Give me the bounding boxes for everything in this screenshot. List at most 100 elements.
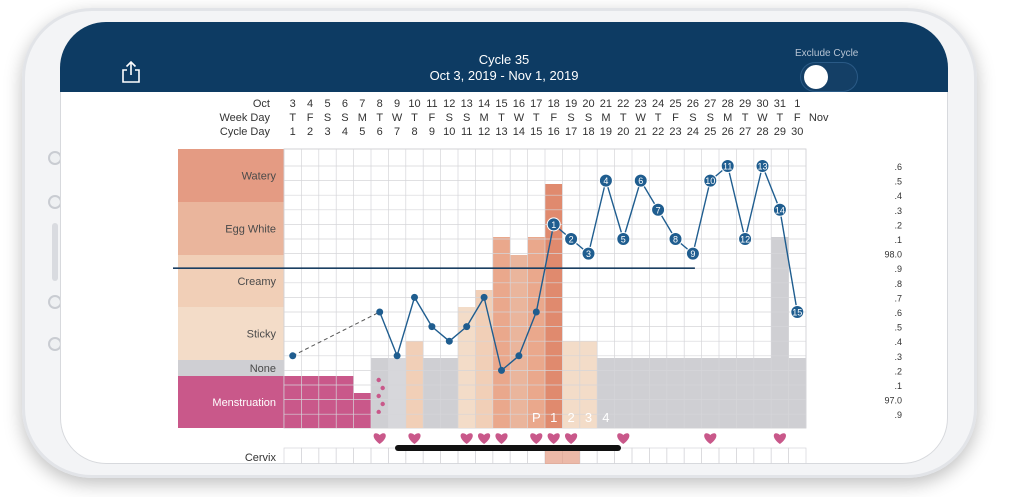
temperature-point-numbered	[772, 202, 787, 217]
temperature-point-numbered	[668, 232, 683, 246]
spotting-dot	[376, 409, 381, 415]
weekday-label: M	[358, 112, 367, 124]
weekday-label: T	[533, 112, 540, 124]
temperature-point-numbered	[546, 217, 561, 232]
peak-day-label: 2	[567, 410, 574, 425]
heart-icon	[495, 433, 508, 444]
temperature-point-numbered	[738, 232, 753, 246]
calendar-day-label: 9	[394, 98, 400, 110]
calendar-day-label: 30	[756, 98, 768, 110]
cycle-day-label: 27	[739, 126, 751, 138]
cervix-cell	[649, 447, 668, 464]
cervix-row-label: Cervix	[245, 452, 277, 464]
weekday-label: M	[723, 112, 732, 124]
temperature-line	[501, 355, 520, 371]
spotting-dot	[376, 393, 381, 399]
temperature-point-number: 5	[621, 235, 626, 245]
cervix-cell	[370, 447, 389, 464]
cervix-cell	[666, 447, 685, 464]
temperature-tick-label: .6	[894, 162, 902, 172]
heart-icon	[373, 433, 386, 444]
weekday-label: F	[307, 112, 314, 124]
temperature-line	[622, 180, 642, 240]
share-icon[interactable]	[120, 60, 142, 84]
mucus-category-label: Sticky	[247, 329, 277, 341]
temperature-tick-label: .1	[894, 381, 902, 391]
cycle-day-label: 13	[495, 126, 507, 138]
temperature-line	[396, 297, 416, 356]
mucus-band-sticky	[178, 307, 284, 360]
weekday-label: S	[341, 112, 348, 124]
cervix-cell	[753, 447, 772, 464]
heart-icon	[530, 433, 543, 444]
calendar-day-label: 14	[478, 98, 490, 110]
cycle-day-label: 21	[635, 126, 647, 138]
temperature-point	[289, 352, 297, 360]
mucus-category-label: Menstruation	[212, 397, 276, 409]
temperature-tick-label: .2	[894, 220, 902, 230]
temperature-point-numbered	[703, 173, 718, 188]
temperature-line	[744, 165, 764, 240]
temperature-point	[445, 337, 453, 345]
temperature-tick-label: .7	[894, 293, 902, 303]
temperature-tick-label: .4	[894, 191, 902, 201]
temperature-tick-label: .6	[894, 308, 902, 318]
weekday-label: T	[498, 112, 505, 124]
weekday-label: S	[689, 112, 696, 124]
temperature-point-number: 14	[775, 205, 785, 215]
weekday-label: T	[742, 112, 749, 124]
cycle-day-label: 24	[687, 126, 699, 138]
spotting-dot	[376, 377, 381, 383]
temperature-tick-label: .3	[894, 206, 902, 216]
weekday-label: S	[446, 112, 453, 124]
weekday-label: W	[757, 112, 768, 124]
calendar-day-label: 31	[774, 98, 786, 110]
temperature-point-number: 9	[690, 249, 695, 259]
peak-day-label: P	[532, 410, 541, 425]
temperature-point	[376, 308, 384, 316]
cycle-day-label: 2	[307, 126, 313, 138]
home-indicator	[395, 445, 621, 451]
temperature-point-number: 10	[705, 176, 715, 186]
calendar-day-label: 12	[443, 98, 455, 110]
weekday-label: F	[550, 112, 557, 124]
temperature-point-number: 4	[603, 176, 608, 186]
temperature-point	[463, 323, 471, 331]
weekday-label: T	[411, 112, 418, 124]
heart-icon	[704, 433, 717, 444]
cervix-peak-cell	[545, 448, 580, 464]
temperature-point-numbered	[790, 305, 805, 319]
mucus-category-label: Creamy	[237, 276, 276, 288]
calendar-day-label: 26	[687, 98, 699, 110]
cervix-cell	[283, 447, 302, 464]
temperature-line	[535, 224, 555, 313]
cervix-cell	[701, 447, 720, 464]
temperature-point	[515, 352, 523, 360]
heart-icon	[773, 433, 786, 444]
temperature-point	[411, 293, 418, 301]
temperature-line	[466, 297, 485, 327]
temperature-tick-label: .4	[894, 337, 902, 347]
temperature-tick-label: .8	[894, 279, 902, 289]
heart-icon	[408, 433, 421, 444]
temperature-line	[518, 311, 537, 357]
cycle-day-label: 15	[530, 126, 542, 138]
temperature-line	[692, 180, 711, 254]
mucus-band-menstruation	[178, 376, 284, 428]
mucus-band-none	[178, 360, 284, 376]
calendar-day-label: 20	[582, 98, 594, 110]
calendar-day-label: 10	[408, 98, 420, 110]
calendar-day-label: 19	[565, 98, 577, 110]
weekday-label: W	[392, 112, 403, 124]
menstruation-bar	[353, 393, 371, 428]
cervix-cell	[335, 447, 354, 464]
temperature-point-numbered	[651, 202, 666, 217]
temperature-tick-label: 98.0	[884, 250, 902, 260]
month-row-label: Oct	[253, 98, 270, 110]
mucus-band-egg-white	[178, 202, 284, 255]
temperature-tick-label: .9	[894, 264, 902, 274]
weekday-row-label: Week Day	[219, 112, 270, 124]
exclude-cycle-toggle[interactable]	[800, 62, 858, 92]
weekday-label: S	[707, 112, 714, 124]
